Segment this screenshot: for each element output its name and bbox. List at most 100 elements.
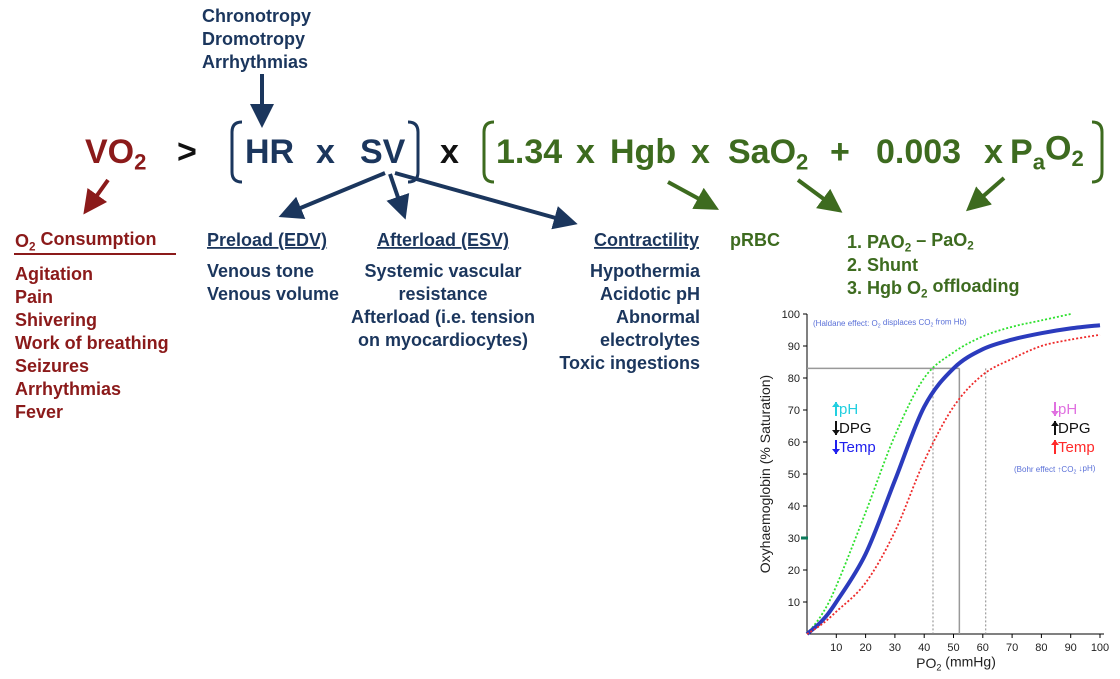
x-tick-label: 50 [947,642,959,654]
label: Chronotropy [202,6,311,26]
y-axis-label: Oxyhaemoglobin (% Saturation) [757,375,773,573]
label: x [984,133,1003,171]
label: Afterload (i.e. tension [351,307,535,327]
shift-label: DPG [1058,420,1091,437]
shift-label: Temp [839,439,876,456]
arrow [667,180,720,210]
chart: 10 20 30 40 50 60 70 80 90 100 10 20 30 40 50 60 70 80 90 1… [757,309,1109,654]
label: Abnormal [616,307,700,327]
curve [806,313,1071,635]
text-part: Consumption [36,229,157,249]
label: PaO2 [1010,129,1084,174]
text-part: 2 [1071,146,1083,171]
x-tick-label: 70 [1006,642,1018,654]
text-part: 2 [967,240,974,253]
arrow [965,176,1006,212]
arrow-icon [832,430,840,435]
arrow-icon [1051,421,1059,426]
label: x [576,133,595,171]
label: pRBC [730,230,780,250]
label: SV [360,133,406,171]
bracket [482,120,495,184]
label: on myocardiocytes) [358,330,528,350]
shift-label: DPG [839,420,872,437]
x-tick-label: 10 [830,642,842,654]
bracket [407,120,420,184]
text-part: 2 [936,663,941,673]
y-tick-label: 20 [788,565,800,577]
text-part: displaces CO [881,318,931,327]
label: 1.34 [496,133,562,171]
text-part: SaO [728,133,796,171]
arrow-icon [832,449,840,454]
label: PO2 (mmHg) [916,654,996,673]
label: Shivering [15,310,97,330]
label: Venous volume [207,284,339,304]
text-part: 2 [29,241,36,254]
text-part: VO [85,133,134,171]
y-tick-label: 10 [788,597,800,609]
text-part: ↓pH) [1076,464,1095,473]
label: HR [245,133,294,171]
text-part: (Haldane effect: O [813,319,878,328]
text-part: 2 [905,242,912,255]
y-tick-label: 80 [788,373,800,385]
label: Agitation [15,264,93,284]
text-part: O [1045,129,1071,167]
label: Hypothermia [590,261,701,281]
arrow-icon [1051,411,1059,416]
label: electrolytes [600,330,700,350]
x-tick-label: 100 [1091,642,1109,654]
label: Dromotropy [202,29,305,49]
text-part: P [1010,133,1033,171]
y-tick-label: 40 [788,501,800,513]
shift-label: pH [839,401,858,418]
arrow [278,171,386,219]
text-part: PO [916,655,936,671]
shift-label: pH [1058,401,1077,418]
label: Acidotic pH [600,284,700,304]
label: Hgb [610,133,676,171]
label: Venous tone [207,261,314,281]
label: resistance [398,284,487,304]
y-tick-label: 60 [788,437,800,449]
y-tick-label: 100 [782,309,800,321]
label: SaO2 [728,133,808,175]
label: Afterload (ESV) [377,230,509,250]
label: Contractility [594,230,699,250]
curve [806,333,1101,635]
label: Pain [15,287,53,307]
label: Work of breathing [15,333,169,353]
text-part: 2 [930,323,933,329]
shift-label: Temp [1058,439,1095,456]
y-tick-label: 70 [788,405,800,417]
arrows [83,74,1006,230]
text-part: 2 [134,150,146,175]
label: > [177,133,197,171]
text-part: 2. Shunt [847,255,918,275]
bracket [230,120,243,184]
label: 0.003 [876,133,961,171]
curve [805,323,1101,636]
label: Fever [15,402,63,422]
text-part: (mmHg) [941,654,995,670]
label: x [691,133,710,171]
label: Toxic ingestions [559,353,700,373]
label: Preload (EDV) [207,230,327,250]
text-part: 1. PAO [847,232,905,252]
x-tick-label: 40 [918,642,930,654]
x-tick-label: 90 [1065,642,1077,654]
bracket [1091,120,1104,184]
label: Arrhythmias [202,52,308,72]
brackets [230,120,1104,184]
label: Systemic vascular [364,261,521,281]
label: O2 Consumption [15,229,157,253]
arrow-icon [832,402,840,407]
text-part: 2 [796,150,808,175]
y-tick-label: 50 [788,469,800,481]
arrow-icon [1051,440,1059,445]
text-part: O [15,231,29,251]
text-part: – PaO [911,230,967,250]
y-tick-label: 90 [788,341,800,353]
